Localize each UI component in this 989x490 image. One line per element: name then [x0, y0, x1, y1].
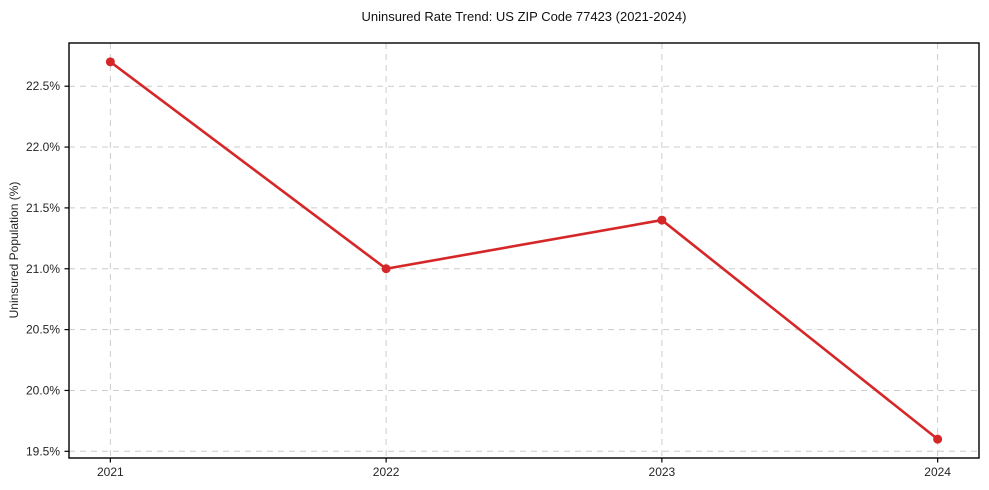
trend-line	[109, 60, 939, 441]
y-tick-label: 20.0%	[26, 383, 60, 397]
x-tick-label: 2021	[97, 465, 124, 479]
x-tick-label: 2024	[924, 465, 951, 479]
y-tick-label: 21.5%	[26, 201, 60, 215]
y-tick-label: 19.5%	[26, 444, 60, 458]
data-point-2024	[933, 434, 943, 444]
data-point-2023	[657, 215, 667, 225]
y-tick-label: 22.0%	[26, 140, 60, 154]
y-tick-label: 21.0%	[26, 262, 60, 276]
chart-title: Uninsured Rate Trend: US ZIP Code 77423 …	[361, 9, 687, 24]
plot-border	[68, 42, 980, 459]
data-point-2021	[105, 57, 115, 67]
data-point-2022	[381, 264, 391, 274]
y-tick-label: 20.5%	[26, 323, 60, 337]
x-tick-label: 2022	[373, 465, 400, 479]
x-tick-label: 2023	[649, 465, 676, 479]
y-tick-label: 22.5%	[26, 79, 60, 93]
